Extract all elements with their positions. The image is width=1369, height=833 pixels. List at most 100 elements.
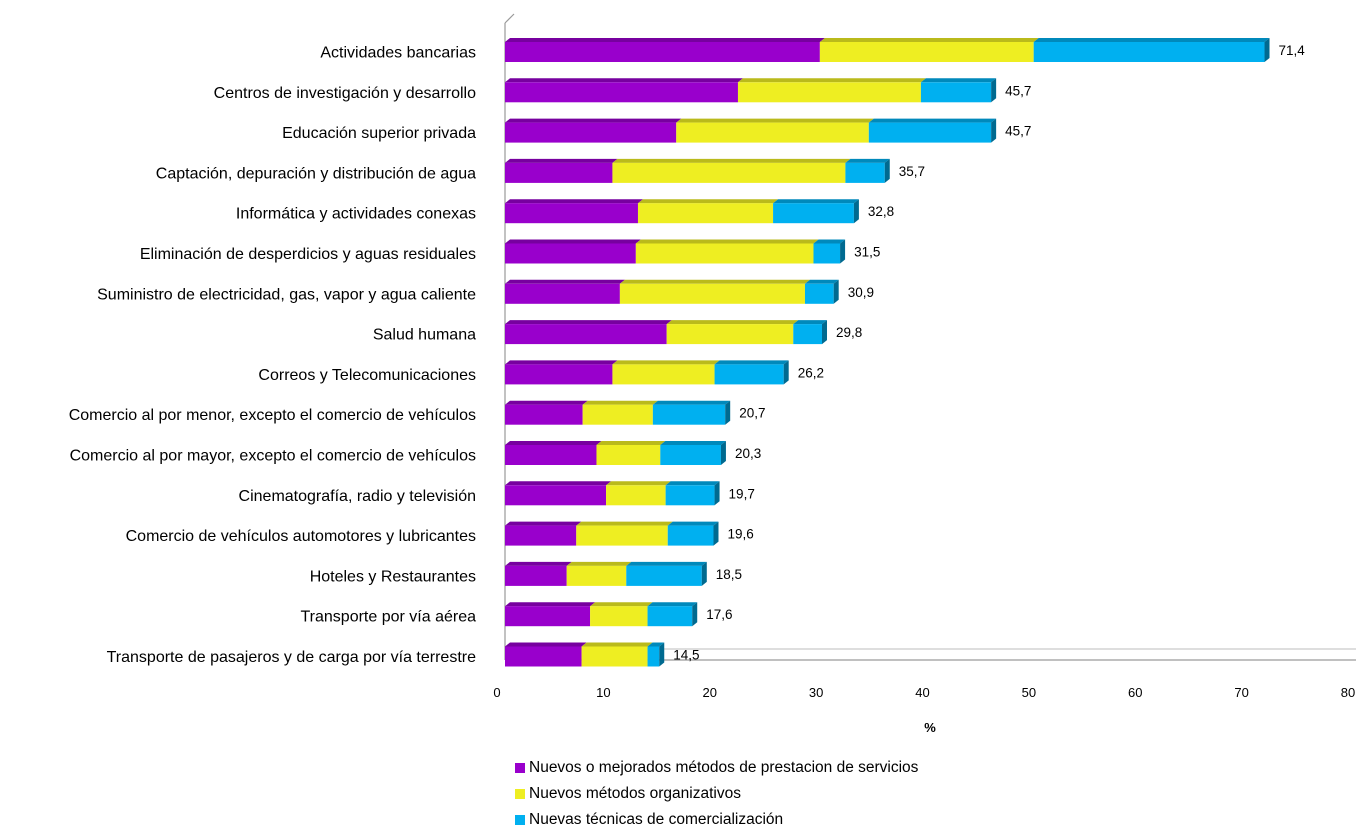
bar-segment [804,283,834,304]
bar-segment [773,203,854,224]
legend-item: Nuevos métodos organizativos [515,781,918,807]
bar-segment-top [505,78,743,83]
category-label: Comercio al por mayor, excepto el comerc… [70,448,476,465]
bar-segment [505,525,577,546]
total-value-label: 32,8 [868,204,894,219]
bar-segment-top [667,521,719,526]
bar-segment [667,525,714,546]
bar-segment-top [676,118,874,123]
bar-segment-side [833,279,839,304]
category-label: Centros de investigación y desarrollo [214,85,476,102]
bar-segment [665,485,715,506]
bar-segment-side [714,481,720,506]
bar-segment-top [505,239,641,244]
bar-segment [505,445,597,465]
bar-segment-top [566,561,632,566]
bar-segment-top [581,642,653,647]
bar-segment [652,404,726,425]
bar-segment-side [713,521,719,546]
bar-segment-side [821,320,827,345]
bar-segment-side [701,561,707,586]
bar-segment-top [596,441,666,445]
bar-segment-side [659,642,665,667]
bar-segment [596,445,661,465]
bar-segment [626,565,702,586]
bar-segment-top [647,602,698,607]
total-value-label: 20,7 [739,406,765,421]
bar-segment-top [606,481,671,486]
bar-segment-top [505,279,625,284]
bar-segment [505,565,567,586]
bar-segment-top [665,481,720,486]
bar-segment-top [505,158,618,163]
legend-label: Nuevos métodos organizativos [529,785,741,802]
bar-segment [505,82,738,103]
total-value-label: 29,8 [836,325,862,340]
bar-segment [505,42,820,62]
bar-segment-side [783,360,789,385]
legend-swatch [515,815,525,825]
bar-segment [505,606,591,627]
legend-item: Nuevos o mejorados métodos de prestacion… [515,755,918,781]
bar-segment [868,122,992,143]
bar-segment [505,364,613,385]
bar-segment-side [725,400,731,425]
bar-segment-top [637,199,779,204]
bar-segment-top [505,400,588,405]
total-value-label: 19,6 [727,527,753,542]
bar-segment-top [813,239,846,244]
bar-segment-top [505,642,587,647]
bar-segment-top [868,118,997,123]
total-value-label: 14,5 [673,648,699,663]
bar-segment-top [505,118,682,123]
bar-segment-top [505,561,572,566]
x-tick-label: 50 [1022,685,1036,700]
legend-swatch [515,763,525,773]
bar-segment-side [991,78,997,103]
x-tick-labels: 0 10 20 30 40 50 60 70 80 [493,685,1355,700]
total-value-label: 26,2 [798,365,824,380]
bar-segment-top [714,360,789,365]
legend-item: Nuevas técnicas de comercialización [515,807,918,833]
total-value-label: 19,7 [729,486,755,501]
bar-segment [793,324,822,345]
bar-segment [505,243,636,264]
bar-segment-top [652,400,731,405]
total-value-label: 35,7 [899,164,925,179]
bar-segment-top [635,239,819,244]
bar-segment-top [647,642,665,647]
bar-segment-side [884,158,890,183]
bar-segment-top [660,441,726,445]
bar-segment [590,606,648,627]
bar-segment [637,203,774,224]
bar-segment [505,485,607,506]
bar-segment-top [804,279,839,284]
total-value-label: 31,5 [854,245,880,260]
category-label: Suministro de electricidad, gas, vapor y… [97,286,476,303]
category-label: Transporte de pasajeros y de carga por v… [107,649,476,666]
bar-segment [566,565,627,586]
bar-segment [714,364,784,385]
bar-segment [505,646,582,667]
bar-segment-top [505,320,672,325]
total-value-label: 30,9 [848,285,874,300]
bar-segment-top [612,158,851,163]
category-label: Actividades bancarias [320,45,476,62]
bar-segment-top [737,78,926,83]
bar-segment-top [666,320,799,325]
bar-segment-top [505,441,602,445]
bar-segment [505,203,638,224]
bar-segment [606,485,666,506]
total-value-label: 20,3 [735,446,761,461]
bar-segment [660,445,721,465]
legend-swatch [515,789,525,799]
category-label: Correos y Telecomunicaciones [258,367,476,384]
bar-segment [505,404,583,425]
x-tick-label: 40 [915,685,929,700]
bar-segment-top [793,320,827,325]
bar-segment-top [845,158,890,163]
bar-segment-top [590,602,653,607]
bar-segment-side [692,602,698,627]
bar-segment [737,82,921,103]
total-value-label: 45,7 [1005,83,1031,98]
